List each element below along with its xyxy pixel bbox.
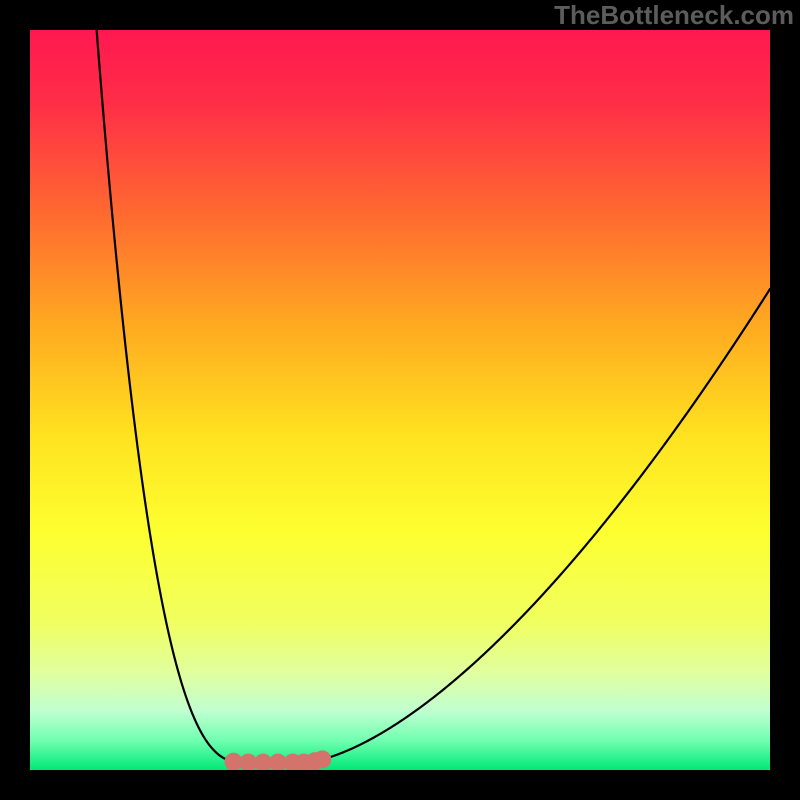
bottleneck-chart [0,0,800,800]
watermark-text: TheBottleneck.com [554,0,794,30]
chart-stage: TheBottleneck.com [0,0,800,800]
data-marker [313,750,331,768]
gradient-panel [30,30,770,770]
